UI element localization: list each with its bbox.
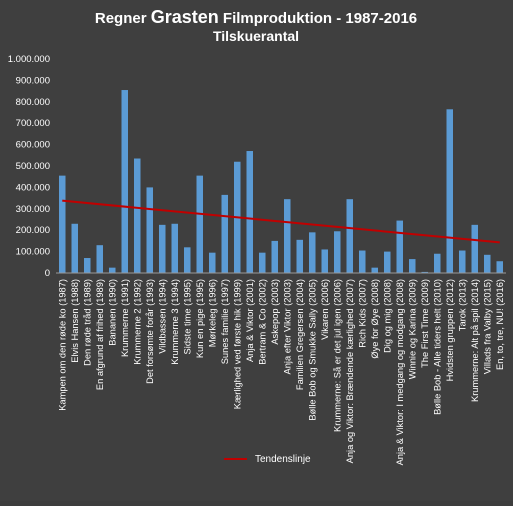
bar [459,250,466,273]
y-tick-label: 400.000 [16,182,50,193]
x-tick-label: Anja efter Viktor (2003) [282,279,292,374]
chart-subtitle: Tilskuerantal [213,28,299,44]
bar [371,267,378,273]
y-tick-label: 800.000 [16,97,50,108]
x-tick-label: Winnie og Karina (2009) [407,279,417,379]
bar [321,249,328,273]
bar [259,252,266,273]
bar-series [59,90,503,273]
legend-trend-label: Tendenslinje [255,454,311,465]
x-tick-label: Rich Kids (2007) [357,279,367,348]
bar [271,240,278,273]
bar [196,175,203,273]
bar [309,232,316,273]
bar [471,224,478,273]
bar [159,224,166,273]
y-tick-label: 900.000 [16,75,50,86]
bar [184,247,191,273]
bar [396,220,403,273]
x-tick-label: Kun en pige (1995) [195,279,205,358]
y-tick-label: 300.000 [16,204,50,215]
bar [71,223,78,273]
bar [134,158,141,273]
x-tick-label: Vildbassen (1994) [157,279,167,354]
x-tick-label: Anja & Viktor: I medgang og modgang (200… [395,279,405,465]
bar [296,239,303,273]
x-tick-label: Tarok (2013) [457,279,467,331]
bar [359,250,366,273]
bar [284,199,291,273]
y-tick-label: 0 [45,268,50,279]
x-tick-label: Krummerne (1991) [120,279,130,357]
bar [59,175,66,273]
bar [84,258,91,273]
y-tick-label: 500.000 [16,161,50,172]
bar [446,109,453,273]
x-tick-label: Krummerne: Så er det jul igen (2006) [332,279,342,432]
trendline [62,199,500,244]
x-tick-label: Krummerne 3 (1994) [170,279,180,365]
x-tick-label: Øye for Øye (2008) [370,279,380,359]
x-tick-label: Bølle Bob og Smukke Sally (2005) [307,279,317,421]
y-axis: 0 100.000 200.000 300.000 400.000 500.000 600.… [8,54,50,279]
x-tick-label: Krummerne 2 (1992) [132,279,142,365]
bar [421,271,428,273]
y-tick-label: 600.000 [16,140,50,151]
y-tick-label: 100.000 [16,247,50,258]
x-tick-label: Villads fra Valby (2015) [482,279,492,374]
x-tick-label: Sunes familie (1997) [220,279,230,364]
x-tick-label: En afgrund af frihed (1989) [95,279,105,390]
x-tick-label: Den røde tråd (1989) [82,279,92,366]
y-tick-label: 700.000 [16,118,50,129]
bar [209,252,216,273]
bar [496,261,503,273]
bar [146,187,153,273]
y-tick-label: 200.000 [16,225,50,236]
bar [246,151,253,273]
chart-title-prefix: Regner [95,10,151,27]
y-tick-label: 1.000.000 [8,54,50,65]
x-tick-label: Askepop (2003) [270,279,280,345]
bar [96,245,103,273]
x-tick-label: Familien Gregersen (2004) [295,279,305,390]
chart-title: Regner Grasten Filmproduktion - 1987-201… [95,7,417,27]
x-tick-label: Bananen (1990) [107,279,117,346]
x-tick-label: Elvis Hansen (1988) [70,279,80,363]
bar [384,251,391,273]
x-tick-label: Det forsømte forår (1993) [145,279,155,384]
chart-title-emphasis: Grasten [151,7,219,27]
x-tick-label: En, to, tre, NU! (2016) [495,279,505,370]
x-tick-label: Kærlighed ved første hik (1999) [232,279,242,409]
x-tick-label: Sidste time (1995) [182,279,192,354]
x-tick-label: Bølle Bob - Alle tiders helt (2010) [432,279,442,415]
x-tick-label: Mørkeleg (1996) [207,279,217,347]
x-tick-label: Krummerne: Alt på spil (2014) [470,279,480,402]
bar [109,267,116,273]
x-tick-label: Hvidsten gruppen (2012) [445,279,455,381]
chart-title-suffix: Filmproduktion - 1987-2016 [219,10,417,27]
x-tick-label: Dig og mig (2008) [382,279,392,353]
x-tick-label: Bertram & Co (2002) [257,279,267,365]
x-tick-label: The First Time (2009) [420,279,430,368]
x-tick-label: Anja & Viktor (2001) [245,279,255,362]
bar [484,254,491,273]
legend: Tendenslinje [224,454,311,465]
x-tick-label: Kampen om den røde ko (1987) [57,279,67,411]
x-axis: Kampen om den røde ko (1987) Elvis Hansen… [56,272,506,465]
x-tick-label: Vikaren (2006) [320,279,330,340]
bar [346,199,353,273]
bar [171,223,178,273]
x-tick-label: Anja og Viktor: Brændende kærlighed (200… [345,279,355,463]
bar [221,194,228,273]
bar [334,231,341,273]
bar [409,259,416,273]
trendline-layer [62,199,500,244]
bar [434,253,441,273]
bar [121,90,128,273]
